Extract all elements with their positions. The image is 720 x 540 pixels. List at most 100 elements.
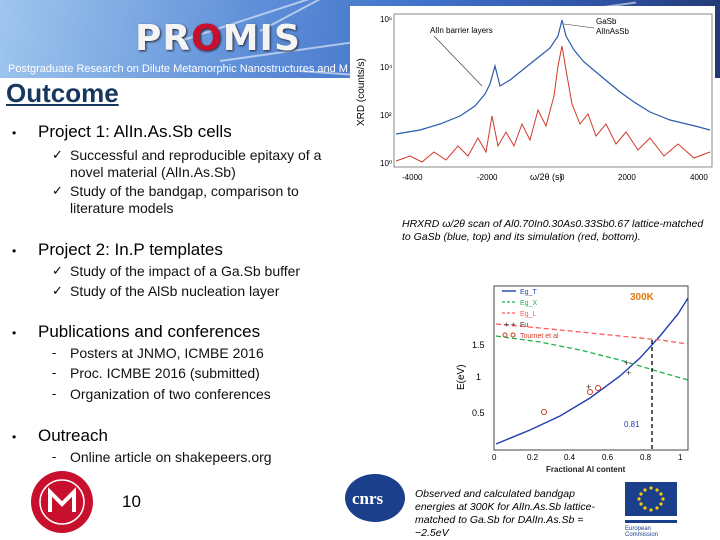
bandgap-ytick: 0.5: [472, 408, 485, 418]
seal-inner-ring: [39, 479, 85, 525]
bandgap-figure: E(eV) 1.5 1 0.5 0 0.2 0.4 0.6 0.8 1 + + …: [450, 280, 690, 480]
bandgap-egt-curve: [495, 297, 689, 445]
bandgap-annotation: 0.81: [624, 420, 640, 429]
bandgap-plot-frame: [493, 285, 689, 451]
list-item: Successful and reproducible epitaxy of a: [70, 147, 322, 163]
bandgap-xlabel: Fractional Al content: [546, 465, 626, 474]
xrd-plot-frame: [393, 13, 713, 168]
list-item: Posters at JNMO, ICMBE 2016: [70, 345, 264, 361]
xrd-xtick: 4000: [690, 173, 708, 182]
legend-fu: Fu: [520, 322, 528, 329]
list-item: Study of the AlSb nucleation layer: [70, 283, 280, 299]
bandgap-ytick: 1: [476, 372, 481, 382]
xrd-ylabel: XRD (counts/s): [356, 58, 367, 126]
list-item: Study of the bandgap, comparison to: [70, 183, 299, 199]
check-icon: ✓: [52, 283, 63, 298]
dash-marker: -: [52, 386, 57, 401]
check-icon: ✓: [52, 263, 63, 278]
bullet-icon: •: [12, 326, 17, 340]
page-number: 10: [122, 492, 141, 511]
section-heading-publications: Publications and conferences: [38, 322, 261, 341]
xrd-xtick: -2000: [477, 173, 498, 182]
legend-tournet: Tournet et al: [520, 333, 559, 340]
legend-swatch-tournet: [502, 332, 508, 338]
list-item: literature models: [70, 200, 174, 216]
bandgap-xtick: 0.6: [602, 453, 614, 462]
bandgap-ytick: 1.5: [472, 340, 485, 350]
legend-swatch-fu: + +: [504, 320, 516, 329]
xrd-caption: HRXRD ω/2θ scan of Al0.70In0.30As0.33Sb0…: [402, 218, 704, 243]
eu-logo-text: Commission: [625, 532, 658, 536]
xrd-label-alinassb: AlInAsSb: [596, 27, 629, 36]
dash-marker: -: [52, 345, 57, 360]
check-icon: ✓: [52, 183, 63, 198]
bandgap-fu-point: +: [626, 368, 631, 378]
xrd-xtick: 0: [560, 173, 565, 182]
xrd-xtick: -4000: [402, 173, 423, 182]
page-title: Outcome: [6, 78, 119, 108]
check-icon: ✓: [52, 147, 63, 162]
bandgap-data-point: [595, 385, 601, 391]
dash-marker: -: [52, 449, 57, 464]
bandgap-fu-point: +: [624, 358, 629, 368]
bandgap-egl-curve: [495, 323, 689, 345]
logo-part-1: PR: [135, 18, 192, 59]
xrd-ytick: 10⁴: [380, 63, 393, 72]
bandgap-xtick: 0.8: [640, 453, 652, 462]
xrd-measured-curve: [395, 19, 711, 135]
european-commission-logo-icon: European Commission: [623, 480, 715, 536]
bandgap-fu-point: +: [586, 382, 591, 392]
cnrs-disc: [345, 474, 405, 522]
list-item: Proc. ICMBE 2016 (submitted): [70, 365, 260, 381]
eu-stars: [637, 486, 665, 512]
cnrs-logo-icon: cnrs: [345, 474, 405, 522]
section-heading-outreach: Outreach: [38, 426, 108, 445]
list-item: novel material (AlIn.As.Sb): [70, 164, 236, 180]
eu-logo-text: European: [625, 526, 651, 532]
seal-monogram: [48, 487, 76, 512]
xrd-annotation-line: [433, 35, 483, 87]
bandgap-egx-curve: [495, 335, 689, 381]
xrd-annotation-line: [563, 23, 595, 29]
section-heading-project-1: Project 1: AlIn.As.Sb cells: [38, 122, 232, 141]
logo-part-o: O: [191, 18, 223, 59]
xrd-xlabel: ω/2θ (s): [530, 172, 563, 182]
header-subtitle: Postgraduate Research on Dilute Metamorp…: [8, 63, 348, 75]
logo-part-2: MIS: [222, 18, 301, 59]
list-item: Online article on shakepeers.org: [70, 449, 272, 465]
dash-marker: -: [52, 365, 57, 380]
xrd-simulated-curve: [395, 45, 711, 163]
xrd-label-barrier: AlIn barrier layers: [430, 26, 493, 35]
university-seal-icon: [31, 471, 93, 533]
xrd-ytick: 10⁶: [380, 15, 392, 24]
xrd-ytick: 10²: [380, 111, 392, 120]
list-item: Study of the impact of a Ga.Sb buffer: [70, 263, 301, 279]
bullet-icon: •: [12, 244, 17, 258]
bandgap-xtick: 1: [678, 453, 683, 462]
legend-egt: Eg_T: [520, 289, 537, 296]
xrd-ytick: 10⁰: [380, 159, 392, 168]
cnrs-wordmark: cnrs: [352, 489, 384, 508]
bandgap-xtick: 0.4: [564, 453, 576, 462]
bandgap-temperature-label: 300K: [630, 292, 655, 303]
bandgap-ylabel: E(eV): [456, 364, 467, 390]
xrd-figure: XRD (counts/s) 10⁶ 10⁴ 10² 10⁰ -4000 -20…: [350, 6, 715, 184]
legend-egx: Eg_X: [520, 300, 537, 307]
xrd-plot: XRD (counts/s) 10⁶ 10⁴ 10² 10⁰ -4000 -20…: [356, 13, 713, 182]
bandgap-data-point: [587, 389, 593, 395]
bandgap-plot: E(eV) 1.5 1 0.5 0 0.2 0.4 0.6 0.8 1 + + …: [456, 285, 689, 474]
xrd-xtick: 2000: [618, 173, 636, 182]
bandgap-data-point: [541, 409, 547, 415]
eu-logo-bar: [625, 520, 677, 523]
bullet-icon: •: [12, 126, 17, 140]
bandgap-xtick: 0: [492, 453, 497, 462]
section-heading-project-2: Project 2: In.P templates: [38, 240, 223, 259]
legend-egl: Eg_L: [520, 311, 536, 318]
bandgap-caption: Observed and calculated bandgap energies…: [415, 488, 595, 539]
bullet-icon: •: [12, 430, 17, 444]
xrd-label-gasb: GaSb: [596, 17, 617, 26]
promis-logo: PROMIS: [135, 18, 301, 59]
legend-swatch-tournet: [510, 332, 516, 338]
list-item: Organization of two conferences: [70, 386, 271, 402]
bandgap-xtick: 0.2: [527, 453, 539, 462]
